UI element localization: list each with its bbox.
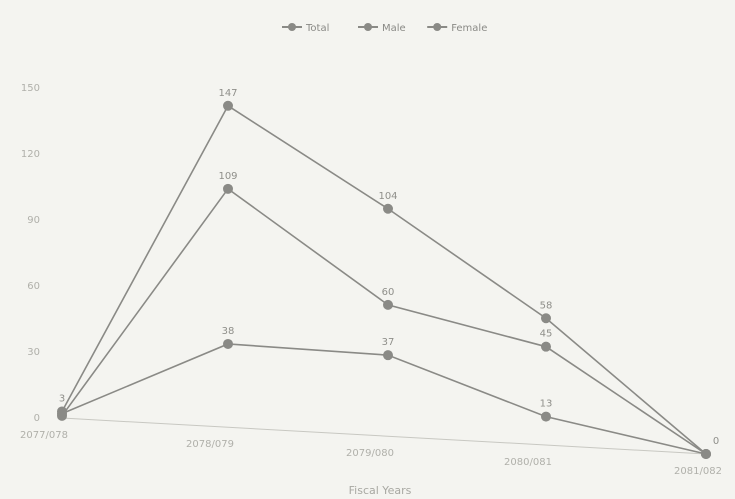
data-label: 0 [713, 436, 719, 447]
data-label: 38 [222, 326, 235, 337]
legend-label: Male [382, 23, 406, 34]
series-line-male [61, 187, 707, 455]
data-point [383, 350, 393, 361]
data-label: 60 [382, 287, 395, 298]
data-label: 109 [218, 171, 237, 182]
legend-marker [433, 23, 442, 31]
data-point [223, 100, 233, 111]
data-label: 104 [378, 191, 397, 202]
data-point [541, 341, 551, 352]
x-tick-label: 2081/082 [674, 466, 722, 477]
x-tick-label: 2078/079 [186, 439, 234, 450]
series-points [57, 100, 711, 459]
data-point [541, 313, 551, 324]
y-tick-label: 0 [34, 413, 40, 424]
data-point [383, 299, 393, 310]
data-point [541, 411, 551, 422]
y-tick-label: 90 [27, 215, 40, 226]
data-point [383, 203, 393, 214]
data-label: 58 [540, 300, 553, 311]
legend-marker [364, 23, 372, 31]
data-point [701, 449, 711, 459]
data-label: 13 [540, 399, 553, 410]
legend-label: Female [451, 23, 487, 34]
x-axis-title: Fiscal Years [349, 484, 412, 497]
data-point [57, 408, 67, 419]
data-labels: 3 147 104 58 0 109 60 45 38 37 13 [59, 88, 719, 447]
x-tick-label: 2080/081 [504, 457, 552, 468]
legend-label: Total [305, 23, 329, 34]
legend: Total Male Female [282, 23, 487, 34]
x-tick-label: 2079/080 [346, 448, 394, 459]
x-axis-line [61, 417, 707, 455]
data-point [223, 183, 233, 194]
data-label: 45 [540, 329, 553, 340]
x-tick-label: 2077/078 [20, 430, 68, 441]
axes: 2077/078 2078/079 2079/080 2080/081 2081/082… [20, 83, 722, 477]
y-tick-label: 120 [21, 149, 40, 160]
y-tick-label: 150 [21, 83, 40, 94]
y-tick-label: 60 [27, 281, 40, 292]
data-label: 3 [59, 393, 65, 404]
series-line-total [61, 104, 707, 455]
series-line-female [61, 343, 707, 455]
series-lines [61, 104, 707, 455]
data-label: 37 [382, 337, 395, 348]
data-label: 147 [218, 88, 237, 99]
data-point [223, 338, 233, 349]
legend-marker [288, 23, 296, 31]
y-tick-label: 30 [27, 347, 40, 358]
